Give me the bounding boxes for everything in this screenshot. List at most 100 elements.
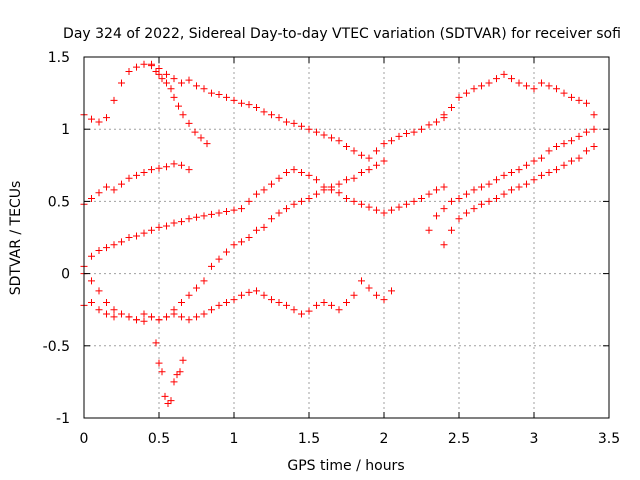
x-tick-label: 3 — [530, 431, 539, 447]
data-point — [313, 190, 320, 198]
data-point — [365, 284, 373, 292]
data-point — [193, 82, 200, 90]
data-point — [148, 226, 155, 234]
data-point — [313, 301, 320, 309]
data-point — [203, 140, 211, 148]
y-axis-label: SDTVAR / TECUs — [8, 181, 24, 296]
data-point — [200, 277, 208, 285]
data-point — [275, 174, 283, 182]
data-point — [283, 169, 290, 177]
y-tick-label: 1.5 — [48, 50, 70, 66]
data-point — [440, 111, 448, 119]
data-point — [110, 186, 118, 194]
grid-lines — [84, 57, 609, 418]
data-point — [553, 166, 560, 174]
data-point — [245, 234, 253, 241]
data-point — [193, 213, 200, 221]
data-point — [515, 79, 523, 87]
data-point — [320, 131, 328, 139]
data-point — [95, 189, 103, 197]
data-point — [170, 378, 178, 386]
data-point — [103, 244, 110, 252]
data-point — [538, 79, 545, 87]
data-point — [163, 70, 170, 78]
data-point — [268, 180, 275, 188]
data-point — [185, 215, 193, 223]
data-point — [155, 70, 163, 78]
data-point — [493, 176, 500, 184]
data-point — [523, 180, 530, 188]
data-point — [208, 262, 215, 270]
data-point — [313, 176, 320, 184]
data-point — [133, 63, 140, 71]
data-point — [275, 209, 283, 217]
data-point — [500, 190, 508, 198]
data-point — [538, 154, 545, 162]
data-point — [335, 137, 343, 145]
data-point — [455, 93, 463, 101]
data-point — [463, 89, 470, 97]
data-point — [448, 226, 455, 234]
data-point — [164, 400, 172, 408]
data-point — [253, 104, 260, 112]
data-point — [103, 298, 110, 306]
data-point — [170, 93, 178, 101]
data-point — [103, 183, 110, 191]
data-point — [343, 195, 350, 203]
data-point — [155, 359, 163, 367]
data-point — [170, 219, 178, 227]
data-point — [163, 313, 170, 321]
data-point — [148, 313, 155, 321]
data-point — [410, 128, 418, 136]
data-point — [508, 75, 515, 83]
data-point — [95, 287, 103, 295]
data-point — [118, 79, 125, 87]
data-point — [350, 147, 358, 155]
data-point — [380, 296, 388, 304]
data-point — [418, 125, 425, 133]
data-point — [523, 82, 530, 90]
data-point — [193, 284, 200, 292]
data-point — [395, 203, 403, 211]
data-point — [185, 76, 193, 84]
data-point — [493, 195, 500, 203]
plot-frame — [83, 56, 610, 419]
data-point — [298, 310, 305, 318]
data-point — [95, 246, 103, 254]
data-point — [161, 392, 169, 400]
data-point — [88, 298, 95, 306]
data-point — [568, 157, 575, 165]
data-point — [163, 79, 170, 87]
data-point — [403, 200, 410, 208]
data-point — [350, 197, 358, 205]
data-point — [425, 226, 433, 234]
data-point — [103, 310, 110, 318]
data-point — [343, 143, 350, 151]
data-point — [433, 118, 440, 126]
data-point — [545, 82, 553, 90]
data-point — [163, 222, 170, 230]
data-point — [470, 85, 478, 93]
data-point — [176, 368, 184, 376]
data-point — [268, 296, 275, 304]
x-tick-label: 1 — [230, 431, 239, 447]
data-point — [410, 197, 418, 205]
data-point — [403, 130, 410, 138]
data-point — [223, 298, 230, 306]
data-point — [290, 166, 298, 174]
data-point — [590, 111, 598, 119]
data-point — [215, 209, 223, 217]
data-point — [103, 114, 110, 122]
data-point — [538, 171, 545, 179]
data-point — [553, 143, 560, 151]
data-point — [583, 99, 590, 107]
data-point — [88, 277, 95, 285]
data-point — [140, 60, 148, 68]
data-point — [253, 287, 260, 295]
data-point — [110, 96, 118, 104]
data-point — [118, 180, 125, 188]
data-point — [313, 128, 320, 136]
data-point — [320, 298, 328, 306]
y-tick-label: 1 — [61, 122, 70, 138]
data-point — [197, 134, 205, 142]
